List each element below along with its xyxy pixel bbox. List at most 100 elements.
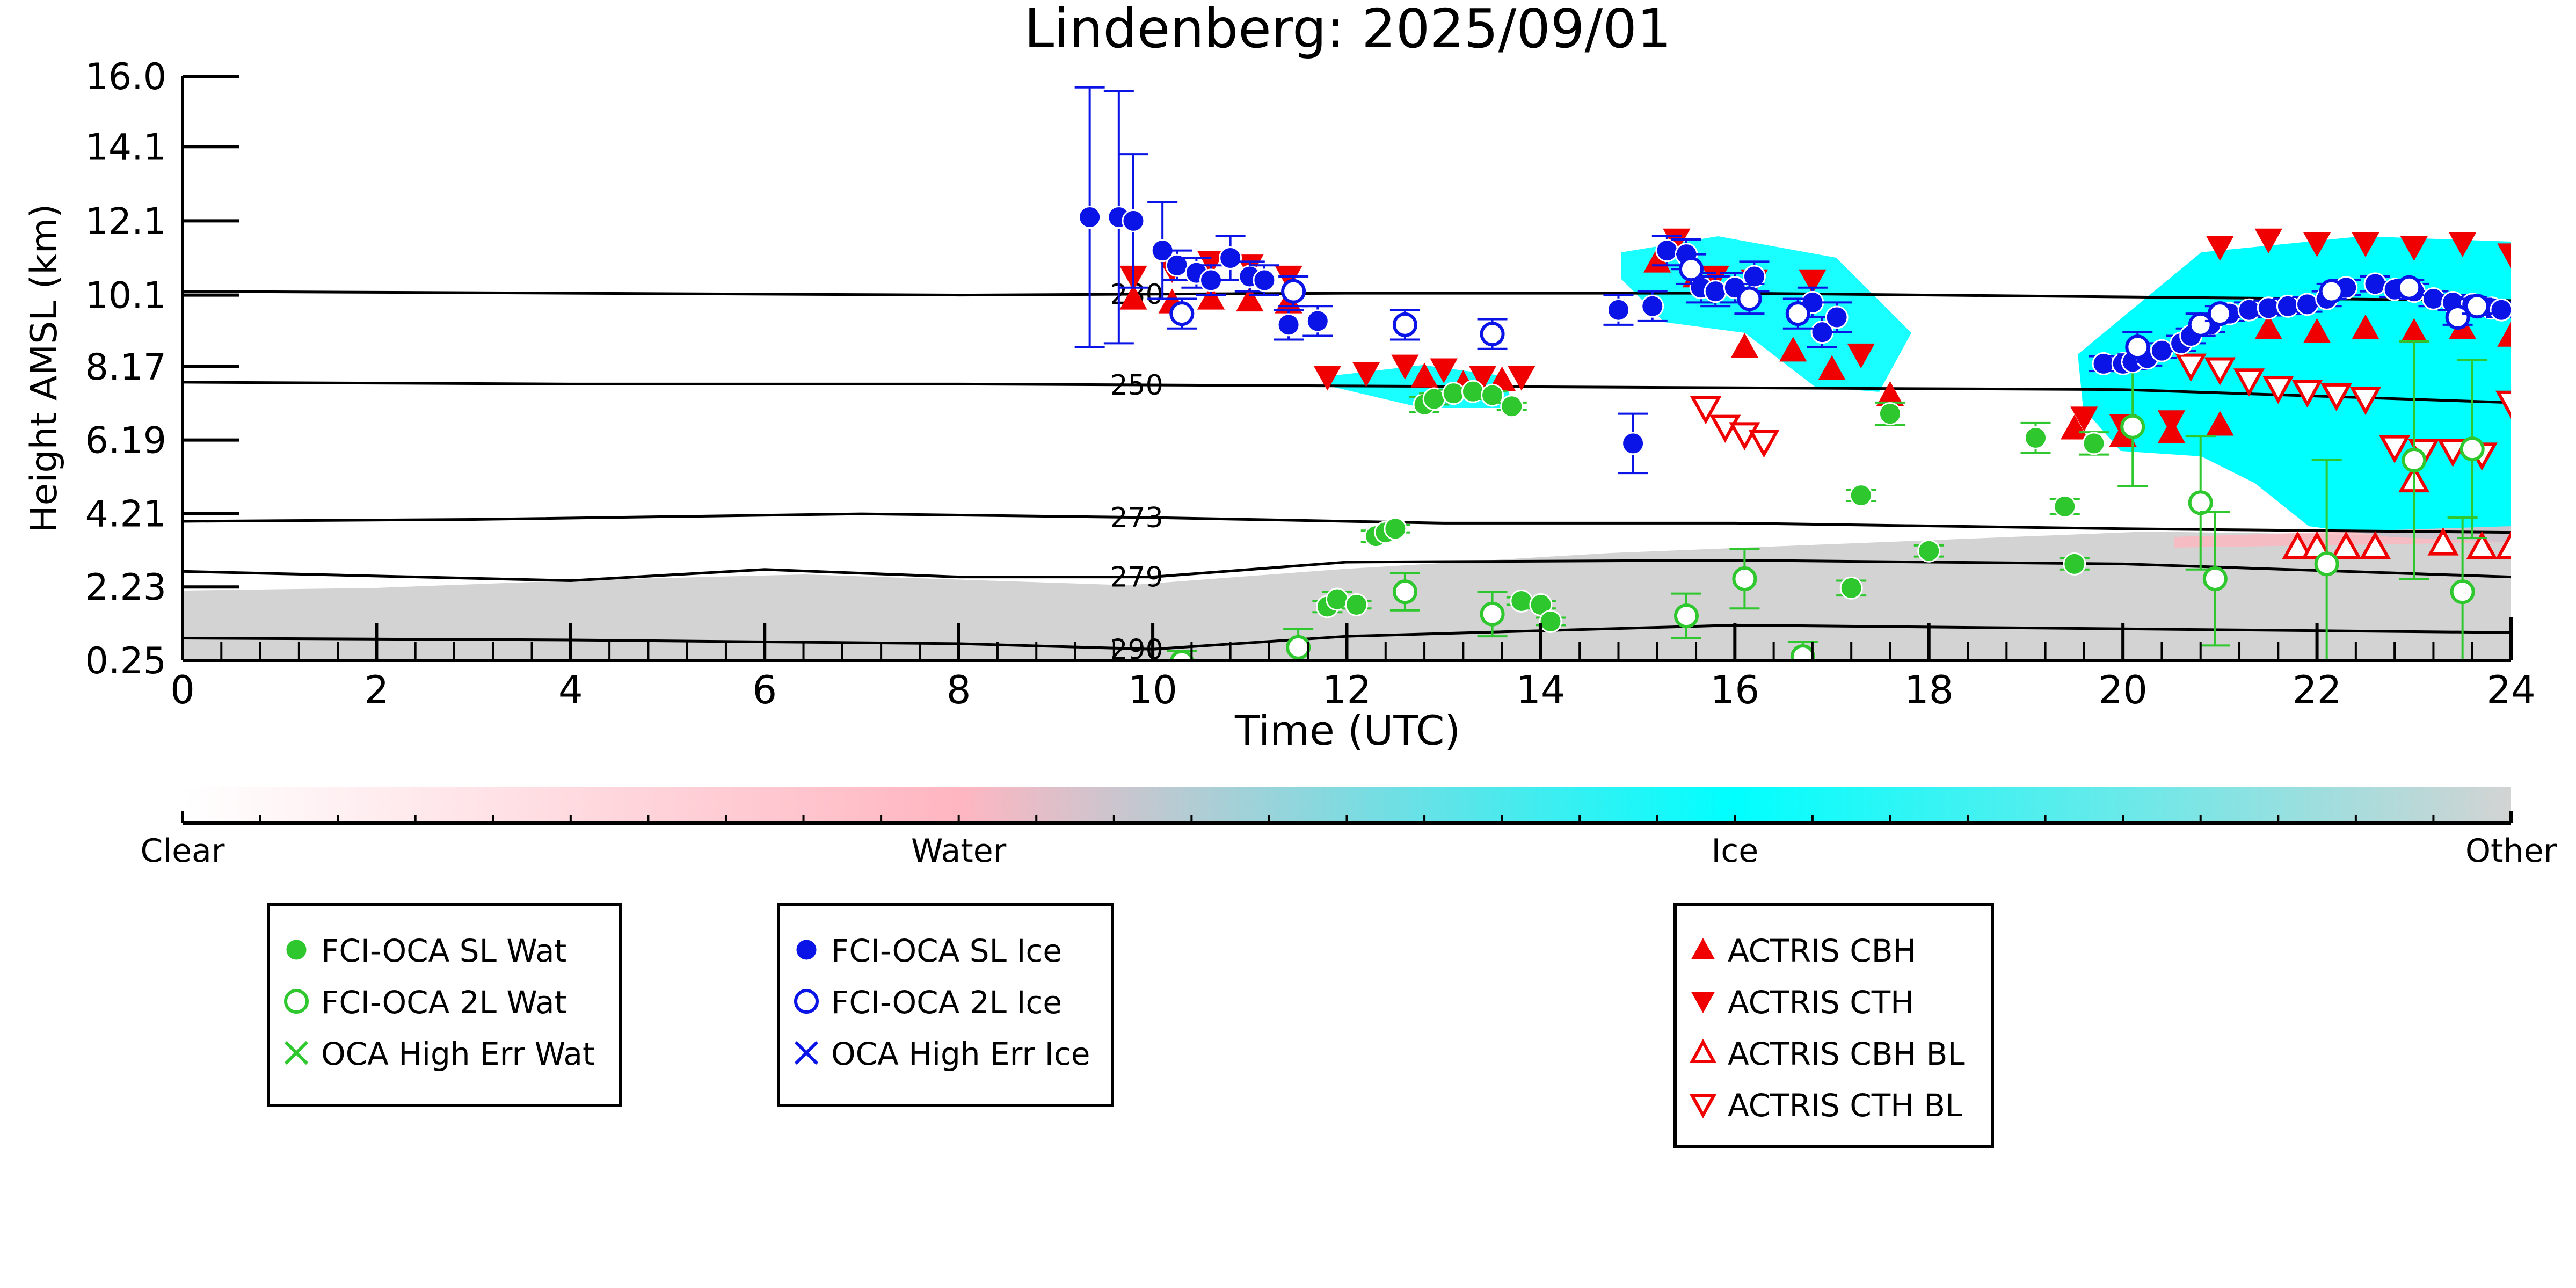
data-point <box>1481 383 1504 407</box>
data-point <box>2379 435 2411 463</box>
data-point <box>2125 334 2150 360</box>
data-point <box>1392 312 1417 337</box>
colorbar-label: Other <box>2465 832 2557 870</box>
legend-marker <box>795 938 818 962</box>
data-point <box>2497 243 2511 268</box>
legend-marker <box>285 938 308 962</box>
y-tick-label: 0.25 <box>85 640 166 682</box>
x-tick-label: 4 <box>558 667 583 712</box>
legend-label: ACTRIS CTH BL <box>1728 1087 1962 1124</box>
data-point <box>2262 376 2294 404</box>
x-tick-label: 6 <box>752 667 777 712</box>
data-point <box>2320 383 2352 412</box>
data-point <box>2024 426 2048 450</box>
data-point <box>1286 635 1311 660</box>
isotherm-line <box>182 512 2512 534</box>
legend-marker <box>1689 1038 1717 1063</box>
data-point <box>1847 343 1875 369</box>
data-point <box>1219 246 1242 270</box>
data-point <box>2207 301 2232 326</box>
legend-label: ACTRIS CTH <box>1728 984 1914 1021</box>
data-point <box>2157 410 2186 435</box>
data-point <box>2495 390 2511 419</box>
isotherm-line <box>182 381 2512 404</box>
data-point <box>1410 362 1438 388</box>
colorbar: Clear Water Ice Other <box>141 787 2557 870</box>
data-point <box>1737 286 1762 311</box>
data-point <box>2237 298 2261 322</box>
data-point <box>2120 414 2145 439</box>
legend-label: ACTRIS CBH <box>1728 933 1916 969</box>
data-point <box>2303 232 2331 257</box>
legend-frame <box>777 903 1114 1107</box>
data-point <box>1655 239 1679 263</box>
data-point <box>2330 531 2362 559</box>
data-point <box>1799 269 1827 294</box>
data-point <box>2175 353 2207 382</box>
y-tick-label: 10.1 <box>85 275 166 317</box>
data-point <box>2349 387 2382 416</box>
data-point <box>1119 285 1147 310</box>
series-layer <box>1074 86 2511 660</box>
legend-marker-stroke <box>794 1040 819 1065</box>
legend-marker <box>1691 937 1715 959</box>
isotherm-line <box>182 558 2512 582</box>
data-point <box>1275 265 1302 291</box>
data-point <box>2206 411 2234 436</box>
colorbar-label: Water <box>911 832 1007 870</box>
legend-marker <box>1689 1094 1717 1119</box>
data-point <box>1917 539 1941 563</box>
data-point <box>1236 286 1264 312</box>
data-point <box>1500 395 1524 418</box>
data-point <box>2282 531 2313 559</box>
data-point <box>2070 406 2098 432</box>
y-tick-label: 2.23 <box>85 566 166 609</box>
data-point <box>1729 422 1760 450</box>
data-point <box>1641 294 1664 318</box>
data-point <box>1790 644 1815 660</box>
x-tick-label: 10 <box>1128 667 1177 712</box>
data-point <box>2206 236 2234 261</box>
series-9 <box>1690 353 2511 471</box>
y-tick-label: 12.1 <box>85 200 166 243</box>
data-point <box>1277 313 1300 337</box>
data-point <box>2459 436 2485 462</box>
data-point <box>2400 236 2428 261</box>
series-0 <box>1312 380 2109 633</box>
data-point <box>2397 275 2422 300</box>
data-point <box>2363 272 2387 296</box>
legend-label: FCI-OCA 2L Wat <box>321 984 566 1021</box>
data-point <box>2445 305 2470 330</box>
data-point <box>2421 287 2445 310</box>
isotherm-line <box>182 623 2512 651</box>
data-point <box>2188 490 2213 515</box>
series-8 <box>2282 464 2511 559</box>
data-point <box>1352 362 1380 387</box>
data-point <box>2276 294 2300 318</box>
data-point <box>1690 396 1722 425</box>
legend-label: OCA High Err Ice <box>831 1036 1090 1072</box>
isotherm-label: 279 <box>1110 562 1163 594</box>
x-tick-label: 18 <box>1904 667 1954 712</box>
data-point <box>2437 439 2469 467</box>
data-point <box>1480 322 1505 347</box>
data-point <box>1169 301 1195 326</box>
x-tick-label: 24 <box>2486 667 2536 712</box>
data-point <box>1539 609 1562 633</box>
x-tick-label: 0 <box>170 667 195 712</box>
series-4 <box>1167 253 2492 363</box>
data-point <box>2188 312 2213 337</box>
isotherm-label: 273 <box>1110 502 1163 534</box>
isotherm-line <box>182 290 2512 302</box>
isotherm-label: 250 <box>1110 369 1163 402</box>
x-tick-label: 2 <box>365 667 389 712</box>
y-tick-label: 4.21 <box>85 493 166 535</box>
data-point <box>1606 298 1630 322</box>
x-tick-label: 12 <box>1322 667 1372 712</box>
data-point <box>1748 430 1780 458</box>
data-point <box>2291 379 2323 408</box>
legend-marker <box>284 989 309 1014</box>
legend-marker <box>794 1040 819 1065</box>
data-point <box>2464 294 2490 319</box>
data-point <box>1384 517 1407 541</box>
